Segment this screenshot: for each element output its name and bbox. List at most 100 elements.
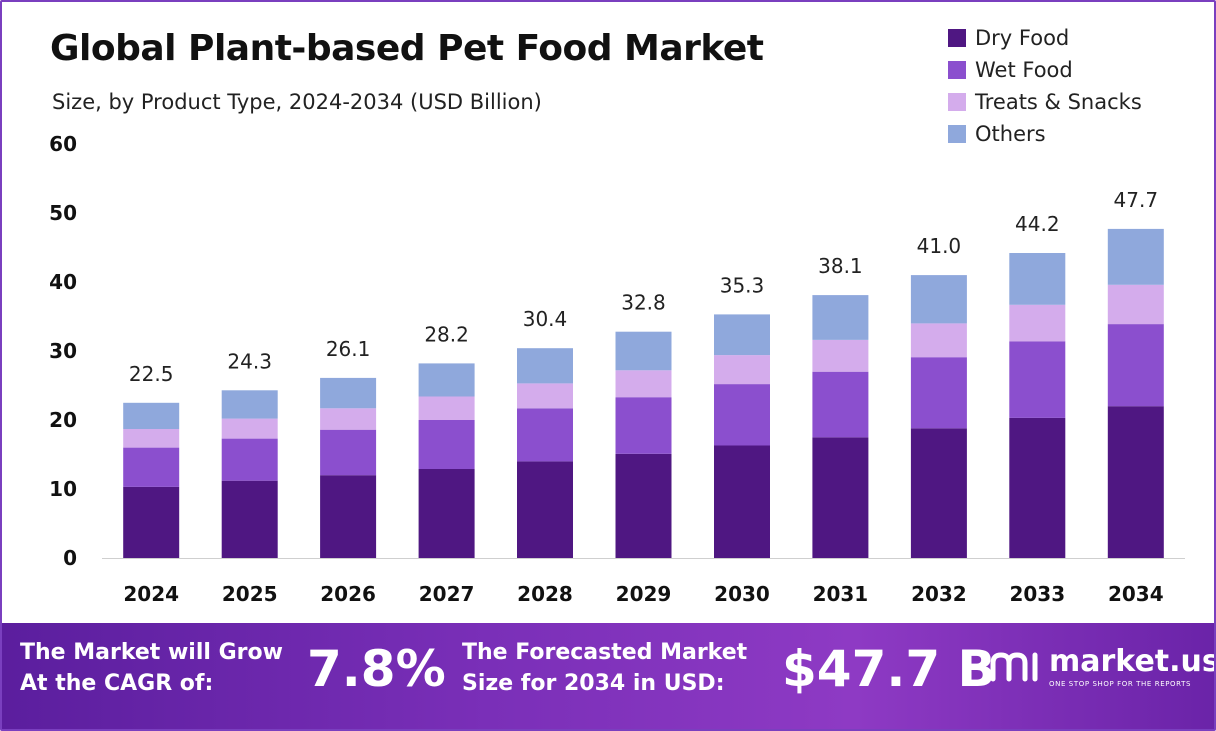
legend-label: Dry Food [975,26,1070,50]
bar-segment-dry-food-2031 [812,437,869,559]
bar-segment-treats-snacks-2024 [123,429,180,448]
market-us-logo-icon [990,652,1038,682]
legend-label: Wet Food [975,58,1073,82]
bar-segment-treats-snacks-2031 [812,340,869,372]
bar-segment-treats-snacks-2025 [221,418,278,439]
total-labels: 22.5 24.3 26.1 28.2 30.4 32.8 35.3 38.1 41.0 44.2… [129,188,1158,386]
brand-tagline: ONE STOP SHOP FOR THE REPORTS [1049,680,1192,688]
legend-item-others: Others [948,118,1142,150]
footer-banner: The Market will Grow At the CAGR of: 7.8… [2,623,1216,729]
y-tick-label: 0 [63,546,77,570]
y-tick-label: 40 [49,270,77,294]
legend-item-wet-food: Wet Food [948,54,1142,86]
x-tick-label: 2030 [714,582,770,606]
bar-segment-dry-food-2028 [517,461,573,558]
y-axis: 0 10 20 30 40 50 60 [49,132,77,570]
bar-segment-dry-food-2030 [714,445,770,558]
cagr-value: 7.8% [307,640,446,698]
cagr-line2: At the CAGR of: [20,671,214,696]
bar-segment-wet-food-2025 [221,438,278,481]
bar-segment-treats-snacks-2033 [1009,304,1066,342]
bar-segment-wet-food-2024 [123,447,180,487]
bar-segment-others-2033 [1009,253,1066,305]
total-value-label: 28.2 [424,322,469,346]
total-value-label: 26.1 [326,337,371,361]
bar-segment-treats-snacks-2029 [615,370,672,398]
y-tick-label: 60 [49,132,77,156]
bar-segment-dry-food-2029 [615,453,672,558]
bar-segment-others-2028 [517,348,573,384]
total-value-label: 41.0 [917,234,962,258]
brand-text: market.us ONE STOP SHOP FOR THE REPORTS [1049,644,1216,689]
bar-segment-dry-food-2033 [1009,417,1066,558]
cagr-caption: The Market will Grow At the CAGR of: [20,637,283,699]
legend-label: Others [975,122,1046,146]
bar-segment-others-2029 [615,331,672,371]
forecast-line1: The Forecasted Market [462,640,748,665]
chart-subtitle: Size, by Product Type, 2024-2034 (USD Bi… [52,90,542,114]
bar-segment-treats-snacks-2034 [1107,284,1164,325]
bar-segment-wet-food-2029 [615,397,672,454]
bar-segment-others-2034 [1107,228,1164,285]
bar-segment-others-2025 [221,390,278,419]
legend-item-treats-snacks: Treats & Snacks [948,86,1142,118]
bar-segment-others-2032 [910,275,967,324]
chart-legend: Dry Food Wet Food Treats & Snacks Others [948,22,1142,150]
bar-segment-others-2026 [320,377,377,409]
x-tick-label: 2024 [123,582,179,606]
x-axis: 2024 2025 2026 2027 2028 2029 2030 2031 2032 2033… [123,582,1163,606]
y-tick-label: 20 [49,408,77,432]
cagr-line1: The Market will Grow [20,640,283,665]
bar-segment-wet-food-2032 [910,357,967,429]
legend-swatch-dry-food [948,29,966,47]
forecast-caption: The Forecasted Market Size for 2034 in U… [462,637,747,699]
x-tick-label: 2026 [320,582,376,606]
total-value-label: 30.4 [523,307,568,331]
brand-name: market.us [1049,644,1216,679]
x-tick-label: 2031 [813,582,869,606]
x-tick-label: 2029 [616,582,672,606]
brand-logo: market.us ONE STOP SHOP FOR THE REPORTS [987,644,1216,689]
bar-segment-wet-food-2030 [714,384,770,446]
x-tick-label: 2033 [1009,582,1065,606]
total-value-label: 22.5 [129,362,174,386]
total-value-label: 35.3 [720,273,765,297]
bar-segment-wet-food-2028 [517,408,573,462]
legend-swatch-treats-snacks [948,93,966,111]
bar-segment-others-2027 [418,363,475,397]
x-tick-label: 2027 [419,582,475,606]
chart-title: Global Plant-based Pet Food Market [50,28,764,69]
bar-segment-wet-food-2026 [320,429,377,476]
total-value-label: 24.3 [227,349,272,373]
legend-label: Treats & Snacks [975,90,1142,114]
y-tick-label: 10 [49,477,77,501]
bar-segment-wet-food-2033 [1009,341,1066,418]
bar-segment-others-2031 [812,295,869,340]
bar-segment-treats-snacks-2032 [910,323,967,358]
total-value-label: 38.1 [818,254,863,278]
bar-segment-treats-snacks-2027 [418,396,475,420]
x-tick-label: 2032 [911,582,967,606]
total-value-label: 44.2 [1015,212,1060,236]
legend-swatch-others [948,125,966,143]
bar-segment-dry-food-2032 [910,428,967,558]
bar-segment-treats-snacks-2026 [320,408,377,430]
bar-segment-dry-food-2026 [320,475,377,558]
bar-segment-dry-food-2027 [418,469,475,558]
bar-segment-wet-food-2031 [812,371,869,438]
bar-segment-wet-food-2027 [418,420,475,469]
forecast-line2: Size for 2034 in USD: [462,671,725,696]
legend-item-dry-food: Dry Food [948,22,1142,54]
x-tick-label: 2028 [517,582,573,606]
legend-swatch-wet-food [948,61,966,79]
y-tick-label: 30 [49,339,77,363]
bar-segment-treats-snacks-2030 [714,355,770,385]
total-value-label: 47.7 [1114,188,1159,212]
y-tick-label: 50 [49,201,77,225]
x-tick-label: 2025 [222,582,278,606]
bar-segment-dry-food-2024 [123,486,180,558]
forecast-value: $47.7 B [782,640,996,698]
bar-segment-others-2024 [123,402,180,429]
